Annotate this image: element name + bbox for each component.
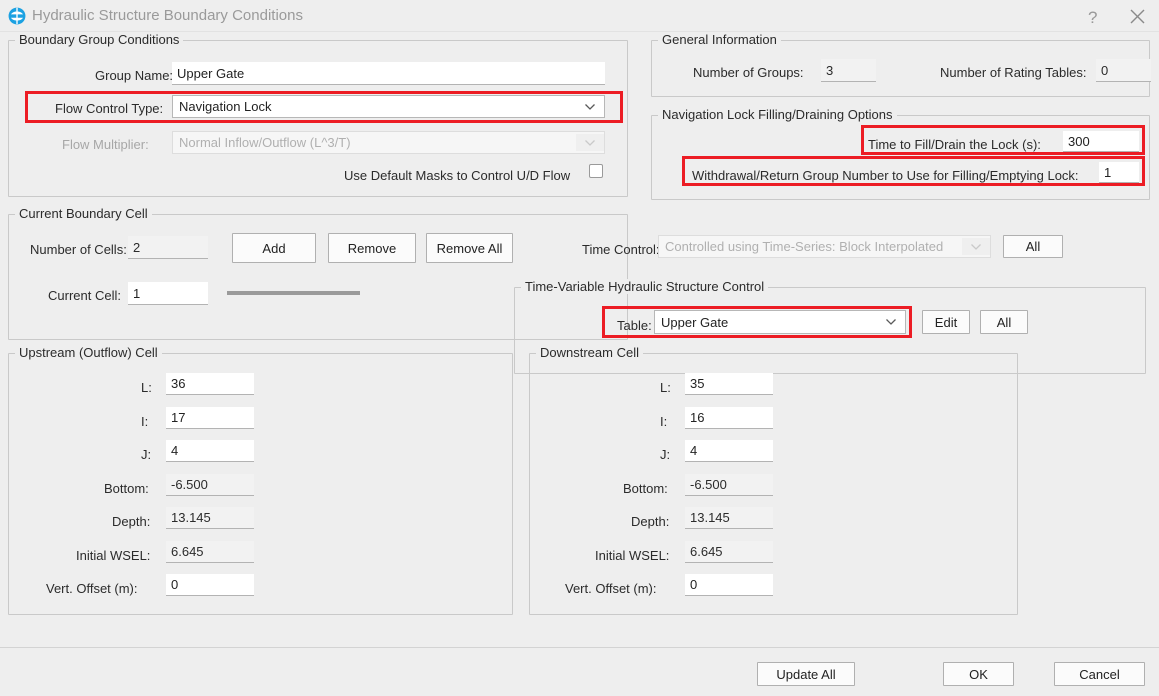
svg-text:?: ? — [1088, 8, 1097, 27]
